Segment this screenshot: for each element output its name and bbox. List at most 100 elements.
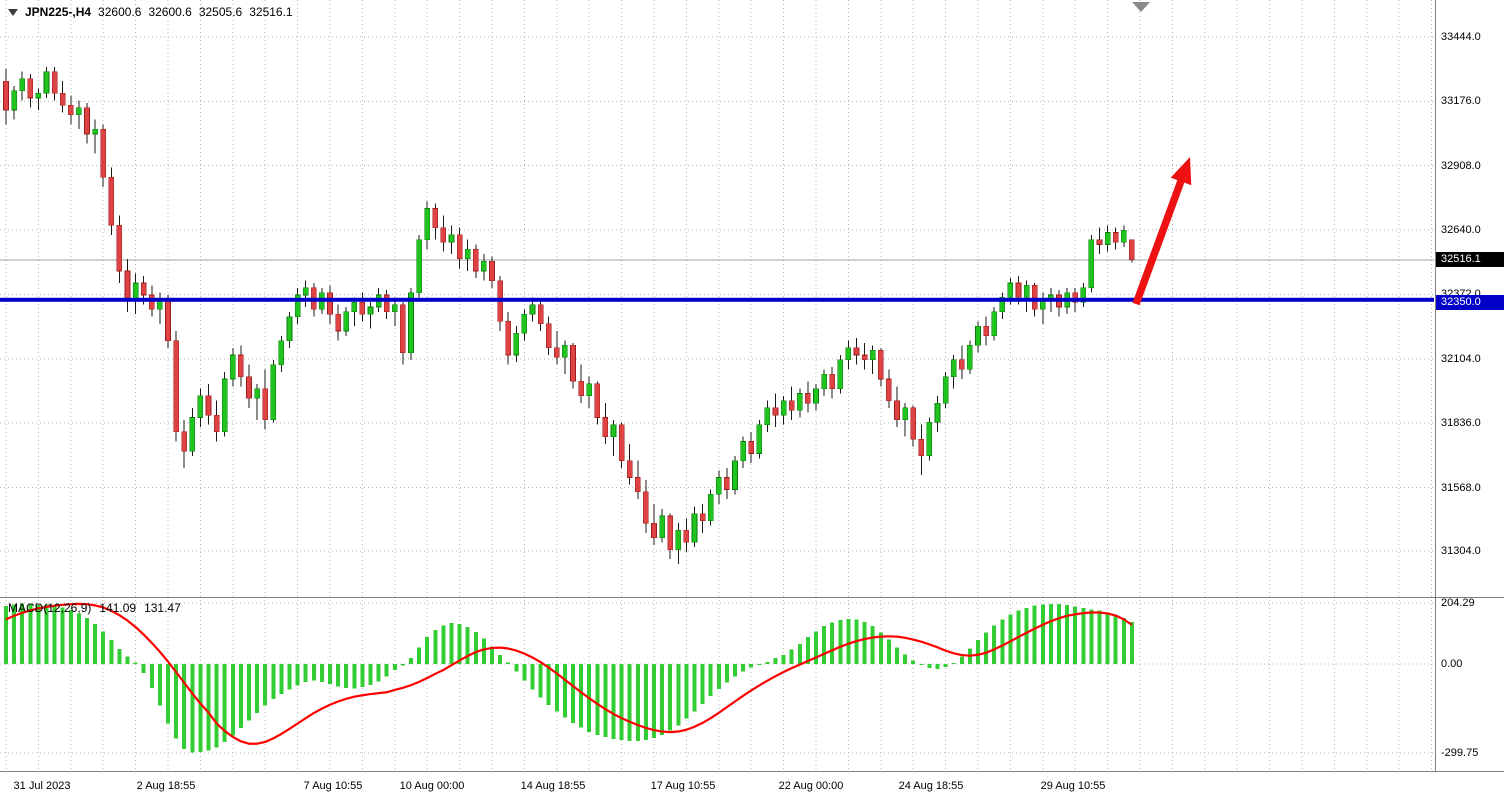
candle-body xyxy=(424,208,431,241)
price-axis-label: 32640.0 xyxy=(1441,224,1481,237)
candle-body xyxy=(651,522,657,538)
macd-histogram xyxy=(4,603,1134,753)
candle-body xyxy=(1121,229,1127,243)
macd-bar xyxy=(384,664,389,677)
candle-body xyxy=(197,395,204,418)
trend-arrow-shaft[interactable] xyxy=(1132,179,1185,306)
macd-bar xyxy=(878,632,883,664)
candle-body xyxy=(910,407,917,440)
candle-body xyxy=(950,359,957,377)
candle-body xyxy=(975,325,981,346)
candle-body xyxy=(472,249,479,272)
candle-body xyxy=(448,234,455,243)
candle-body xyxy=(699,513,706,522)
macd-bar xyxy=(417,647,422,664)
candle-body xyxy=(367,306,374,315)
price-axis-label: 32908.0 xyxy=(1441,159,1481,172)
macd-bar xyxy=(635,664,640,741)
macd-bar xyxy=(749,664,754,668)
candle-body xyxy=(1007,282,1014,298)
candle-body xyxy=(464,249,471,260)
macd-bar xyxy=(473,631,478,664)
macd-bar xyxy=(368,664,373,685)
candle-body xyxy=(553,347,560,358)
macd-bar xyxy=(449,622,454,664)
macd-bar xyxy=(392,664,397,670)
macd-bar xyxy=(757,664,762,665)
macd-bar xyxy=(862,621,867,664)
macd-bar xyxy=(724,664,729,683)
support-price-tag: 32350.0 xyxy=(1436,295,1504,311)
macd-bar xyxy=(765,662,770,664)
price-axis[interactable]: 33444.033176.032908.032640.032372.032104… xyxy=(1435,0,1504,771)
candle-body xyxy=(877,349,884,380)
macd-bar xyxy=(976,640,980,664)
macd-bar xyxy=(336,664,341,687)
trend-arrow[interactable] xyxy=(1132,157,1192,306)
candle-body xyxy=(667,515,674,550)
candle-body xyxy=(1080,287,1087,303)
macd-bar xyxy=(68,609,73,664)
macd-bar xyxy=(182,664,187,749)
candle-body xyxy=(845,347,852,361)
candle-body xyxy=(76,107,82,116)
macd-bar xyxy=(1057,604,1061,664)
candle-body xyxy=(221,378,228,433)
candle-body xyxy=(983,325,989,337)
macd-axis-label: 204.29 xyxy=(1441,597,1475,610)
macd-bar xyxy=(141,664,146,673)
trend-arrow-head[interactable] xyxy=(1170,157,1192,186)
macd-bar xyxy=(805,637,810,664)
candle-body xyxy=(92,128,98,135)
macd-bar xyxy=(4,605,8,664)
macd-bar xyxy=(490,646,494,664)
macd-bar xyxy=(619,664,624,741)
price-axis-label: 32104.0 xyxy=(1441,352,1481,365)
macd-bar xyxy=(571,664,575,723)
time-axis[interactable]: 31 Jul 2023 2 Aug 18:55 7 Aug 10:55 10 Aug … xyxy=(0,771,1504,801)
macd-bar xyxy=(1113,614,1118,664)
candle-body xyxy=(886,378,892,401)
candle-body xyxy=(529,304,536,315)
macd-bar xyxy=(352,664,357,689)
macd-bar xyxy=(603,664,608,738)
macd-bar xyxy=(1073,606,1078,664)
time-axis-label: 22 Aug 00:00 xyxy=(778,780,844,792)
time-axis-label: 7 Aug 10:55 xyxy=(303,780,363,792)
candle-body xyxy=(59,92,66,106)
candle-body xyxy=(116,225,123,272)
support-line[interactable] xyxy=(0,297,1434,302)
macd-bar xyxy=(514,664,519,672)
candle-body xyxy=(84,107,90,135)
candle-body xyxy=(675,530,682,550)
macd-bar xyxy=(481,638,486,664)
price-axis-label: 33444.0 xyxy=(1441,31,1481,43)
candle-body xyxy=(432,208,439,229)
macd-bar xyxy=(1065,605,1070,664)
macd-bar xyxy=(319,664,324,682)
macd-bar xyxy=(303,664,308,682)
macd-bar xyxy=(457,623,462,664)
macd-bar xyxy=(344,664,349,688)
candle-body xyxy=(481,261,487,272)
time-axis-label: 2 Aug 18:55 xyxy=(136,780,196,792)
macd-bar xyxy=(935,664,940,669)
macd-bar xyxy=(716,664,721,689)
candle-body xyxy=(683,530,690,543)
macd-bar xyxy=(627,664,632,741)
candle-body xyxy=(748,441,755,454)
macd-bar xyxy=(530,664,535,690)
candle-body xyxy=(521,313,528,334)
candle-body xyxy=(270,364,277,421)
time-axis-label: 31 Jul 2023 xyxy=(13,780,71,792)
candle-body xyxy=(610,424,617,437)
macd-bar xyxy=(1048,603,1053,664)
candle-body xyxy=(991,311,998,337)
candle-body xyxy=(505,321,512,356)
macd-bar xyxy=(708,664,713,697)
macd-bar xyxy=(425,637,430,664)
candle-body xyxy=(1023,285,1030,298)
macd-bar xyxy=(668,664,673,731)
candle-body xyxy=(772,407,779,416)
